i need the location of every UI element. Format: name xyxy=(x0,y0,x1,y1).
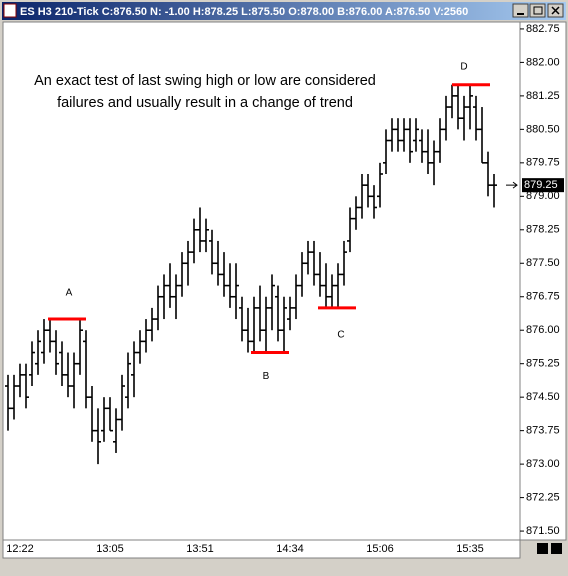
plot-area xyxy=(2,21,521,541)
swing-label: A xyxy=(66,288,73,299)
scroll-box[interactable] xyxy=(537,543,548,554)
y-tick-label: 881.25 xyxy=(526,90,560,102)
swing-label: B xyxy=(263,371,270,382)
y-tick-label: 876.00 xyxy=(526,324,560,336)
y-tick-label: 877.50 xyxy=(526,257,560,269)
last-value-label: 879.25 xyxy=(524,179,558,191)
x-tick-label: 14:34 xyxy=(276,543,304,555)
y-tick-label: 880.50 xyxy=(526,123,560,135)
y-tick-label: 879.75 xyxy=(526,157,560,169)
window-buttons[interactable] xyxy=(512,3,564,18)
y-tick-label: 882.00 xyxy=(526,56,560,68)
swing-label: C xyxy=(337,330,344,341)
title-bar xyxy=(2,2,566,20)
annotation-text: failures and usually result in a change … xyxy=(57,95,353,111)
price-axis xyxy=(519,21,567,541)
app-icon xyxy=(3,3,17,18)
minimize-button[interactable] xyxy=(512,3,529,18)
y-tick-label: 873.75 xyxy=(526,425,560,437)
y-tick-label: 874.50 xyxy=(526,391,560,403)
last-value-box xyxy=(522,178,564,193)
y-tick-label: 873.00 xyxy=(526,458,560,470)
x-tick-label: 13:51 xyxy=(186,543,214,555)
last-arrow xyxy=(506,181,518,189)
time-axis xyxy=(2,539,521,559)
close-glyph xyxy=(551,6,560,15)
y-tick-label: 878.25 xyxy=(526,224,560,236)
scroll-box[interactable] xyxy=(551,543,562,554)
window-title: ES H3 210-Tick C:876.50 N: -1.00 H:878.2… xyxy=(20,6,468,18)
y-tick-label: 876.75 xyxy=(526,291,560,303)
x-tick-label: 15:06 xyxy=(366,543,394,555)
x-tick-label: 12:22 xyxy=(6,543,34,555)
y-tick-label: 872.25 xyxy=(526,492,560,504)
y-tick-label: 879.00 xyxy=(526,190,560,202)
x-tick-label: 15:35 xyxy=(456,543,484,555)
annotation-text: An exact test of last swing high or low … xyxy=(34,73,376,89)
y-tick-label: 882.75 xyxy=(526,23,560,35)
x-tick-label: 13:05 xyxy=(96,543,124,555)
y-tick-label: 875.25 xyxy=(526,358,560,370)
maximize-button[interactable] xyxy=(529,3,546,18)
y-tick-label: 871.50 xyxy=(526,525,560,537)
maximize-glyph xyxy=(533,6,543,15)
swing-label: D xyxy=(460,61,467,72)
